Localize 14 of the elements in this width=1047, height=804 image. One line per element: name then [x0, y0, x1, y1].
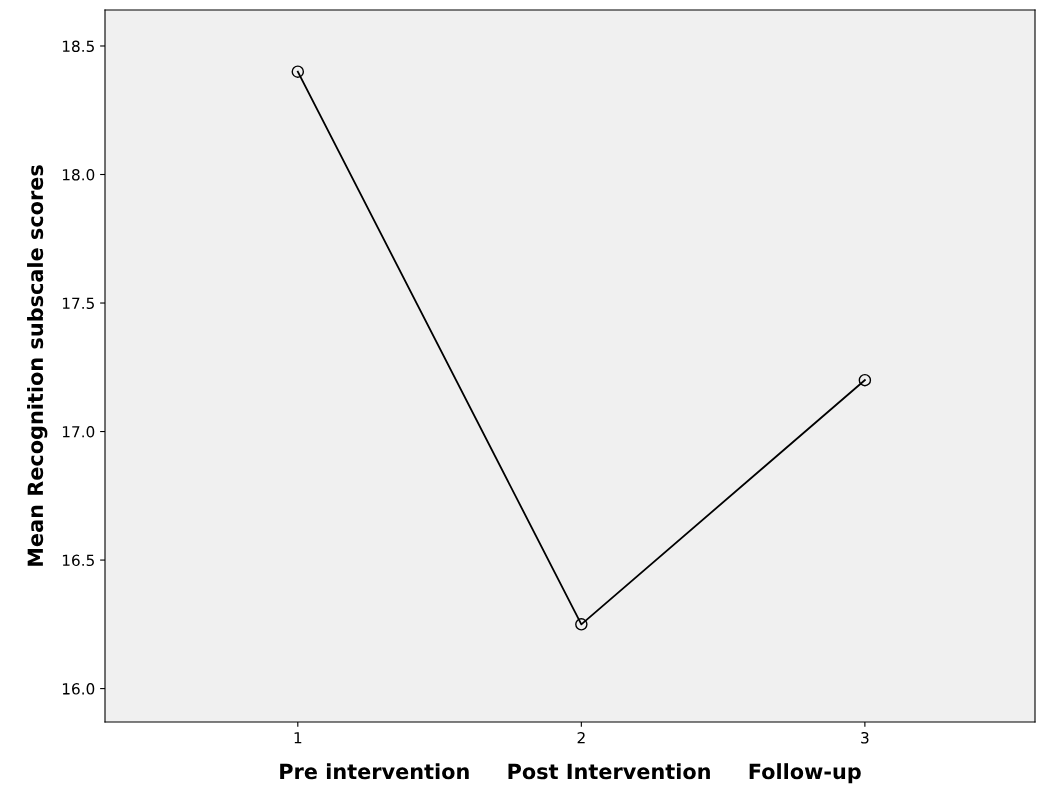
y-tick-label: 17.0 — [62, 426, 95, 438]
y-axis-title: Mean Recognition subscale scores — [27, 165, 48, 566]
y-tick-label: 16.0 — [62, 683, 95, 695]
y-tick-label: 16.5 — [62, 554, 94, 567]
x-tick-label: 3 — [861, 731, 869, 744]
y-tick-label: 17.5 — [62, 297, 94, 310]
x-axis-title: Pre intervention Post Intervention Follow-up — [280, 763, 861, 784]
point — [575, 618, 588, 631]
point — [291, 65, 305, 78]
x-tick-label: 2 — [577, 731, 585, 744]
y-tick-label: 18.0 — [62, 168, 95, 181]
x-tick-label: 1 — [294, 732, 302, 744]
y-tick-label: 18.5 — [62, 40, 94, 53]
point — [858, 373, 872, 387]
